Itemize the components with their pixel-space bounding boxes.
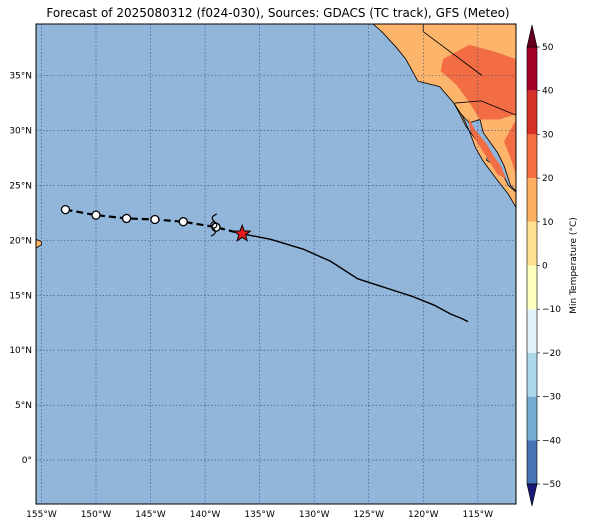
colorbar-bin [527, 396, 537, 441]
lat-tick-label: 20°N [9, 236, 32, 246]
lat-tick-label: 15°N [9, 291, 32, 301]
cyclone-symbol [210, 213, 218, 237]
colorbar-bin [527, 47, 537, 91]
current-position-star [232, 223, 252, 242]
colorbar-tick-label: 0 [542, 262, 548, 272]
lon-tick-label: 150°W [81, 510, 112, 520]
colorbar-tick-label: 30 [542, 130, 554, 140]
map-frame [35, 23, 517, 505]
lat-tick-label: 5°N [15, 401, 32, 411]
forecast-track-line [242, 233, 469, 323]
colorbar-tick-label: −50 [542, 480, 561, 490]
hot-area-baja-interior [468, 117, 507, 179]
lon-tick-label: 125°W [353, 510, 384, 520]
land-layer [36, 24, 516, 249]
colorbar-tick-label: −10 [542, 305, 561, 315]
lat-tick-label: 30°N [9, 127, 32, 137]
border-us-mexico [454, 100, 516, 116]
lon-tick-label: 115°W [463, 510, 494, 520]
lat-tick-label: 0° [22, 456, 32, 466]
past-position-marker [91, 210, 101, 220]
colorbar-bin [527, 440, 537, 484]
colorbar-tick-label: −30 [542, 393, 561, 403]
colorbar-bin [527, 134, 537, 179]
colorbar-extend-bottom [526, 483, 538, 507]
colorbar-bin [527, 352, 537, 397]
lat-tick-label: 35°N [9, 72, 32, 82]
colorbar-tick-label: 20 [542, 174, 554, 184]
axis-labels: 155°W 150°W 145°W 140°W 135°W 130°W 125°W 120°W… [9, 72, 493, 520]
hot-area-sonora-coast [504, 119, 516, 175]
past-position-marker [121, 213, 132, 224]
colorbar-tick-label: 10 [542, 218, 554, 228]
lon-tick-label: 130°W [299, 510, 330, 520]
colorbar: 50 40 30 20 10 0 −10 −20 −30 −40 −50 Min Temperatur… [526, 24, 579, 507]
hot-area-mojave-sonoran [440, 44, 516, 120]
colorbar-tick-label: 50 [542, 43, 554, 53]
colorbar-label: Min Temperature (°C) [569, 217, 579, 314]
colorbar-tick-label: −40 [542, 436, 561, 446]
past-position-marker [60, 204, 71, 215]
lat-tick-label: 25°N [9, 181, 32, 191]
lon-tick-label: 135°W [244, 510, 275, 520]
ocean-background [36, 24, 516, 504]
colorbar-extend-top [526, 24, 538, 48]
figure-title: Forecast of 2025080312 (f024-030), Sourc… [46, 6, 510, 20]
lat-tick-label: 10°N [9, 346, 32, 356]
colorbar-bin [527, 90, 537, 135]
colorbar-bin [527, 309, 537, 353]
lon-tick-label: 155°W [26, 510, 57, 520]
lon-tick-label: 120°W [408, 510, 439, 520]
colorbar-tick-label: −20 [542, 349, 561, 359]
colorbar-bin [527, 221, 537, 266]
colorbar-bin [527, 178, 537, 222]
graticule [36, 24, 516, 504]
land-baja-california [453, 102, 516, 209]
past-position-marker [150, 214, 160, 225]
track-layer [60, 204, 469, 323]
lon-tick-label: 145°W [135, 510, 166, 520]
colorbar-bin [527, 265, 537, 310]
lon-tick-label: 140°W [190, 510, 221, 520]
past-position-marker [178, 217, 188, 227]
colorbar-tick-label: 40 [542, 87, 554, 97]
